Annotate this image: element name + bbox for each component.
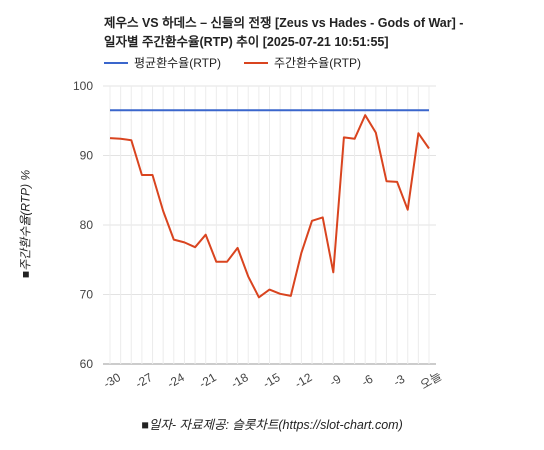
y-tick-label: 70 <box>80 288 94 302</box>
x-tick-label: -27 <box>133 370 155 391</box>
x-tick-label: -18 <box>229 370 251 391</box>
x-tick-label: -12 <box>292 370 314 391</box>
x-tick-label: -21 <box>197 370 219 391</box>
y-axis-label: ■주간환수율(RTP) % <box>18 169 33 279</box>
legend-swatch-weekly <box>244 61 268 64</box>
y-tick-label: 90 <box>80 149 94 163</box>
x-tick-label: -30 <box>101 370 123 391</box>
chart-title-line1: 제우스 VS 하데스 – 신들의 전쟁 [Zeus vs Hades - God… <box>104 16 464 30</box>
x-tick-label: 오늘 <box>418 369 444 392</box>
weekly-rtp-line <box>109 114 430 299</box>
x-tick-label: -24 <box>165 370 187 391</box>
legend-item-average[interactable]: 평균환수율(RTP) <box>104 54 221 71</box>
x-tick-label: -3 <box>391 372 408 390</box>
chart-title-line2: 일자별 주간환수율(RTP) 추이 [2025-07-21 10:51:55] <box>104 35 389 49</box>
x-axis-label: ■일자- 자료제공: 슬롯차트(https://slot-chart.com) <box>141 418 403 432</box>
legend-label-average: 평균환수율(RTP) <box>134 56 221 70</box>
x-tick-label: -6 <box>359 372 376 390</box>
x-tick-label: -9 <box>327 372 344 390</box>
legend-item-weekly[interactable]: 주간환수율(RTP) <box>244 54 361 71</box>
legend-label-weekly: 주간환수율(RTP) <box>274 56 361 70</box>
y-tick-label: 100 <box>73 79 93 93</box>
y-tick-label: 60 <box>80 357 94 371</box>
y-tick-label: 80 <box>80 218 94 232</box>
x-tick-label: -15 <box>260 370 282 391</box>
chart-title: 제우스 VS 하데스 – 신들의 전쟁 [Zeus vs Hades - God… <box>104 14 524 52</box>
legend-swatch-average <box>104 61 128 64</box>
